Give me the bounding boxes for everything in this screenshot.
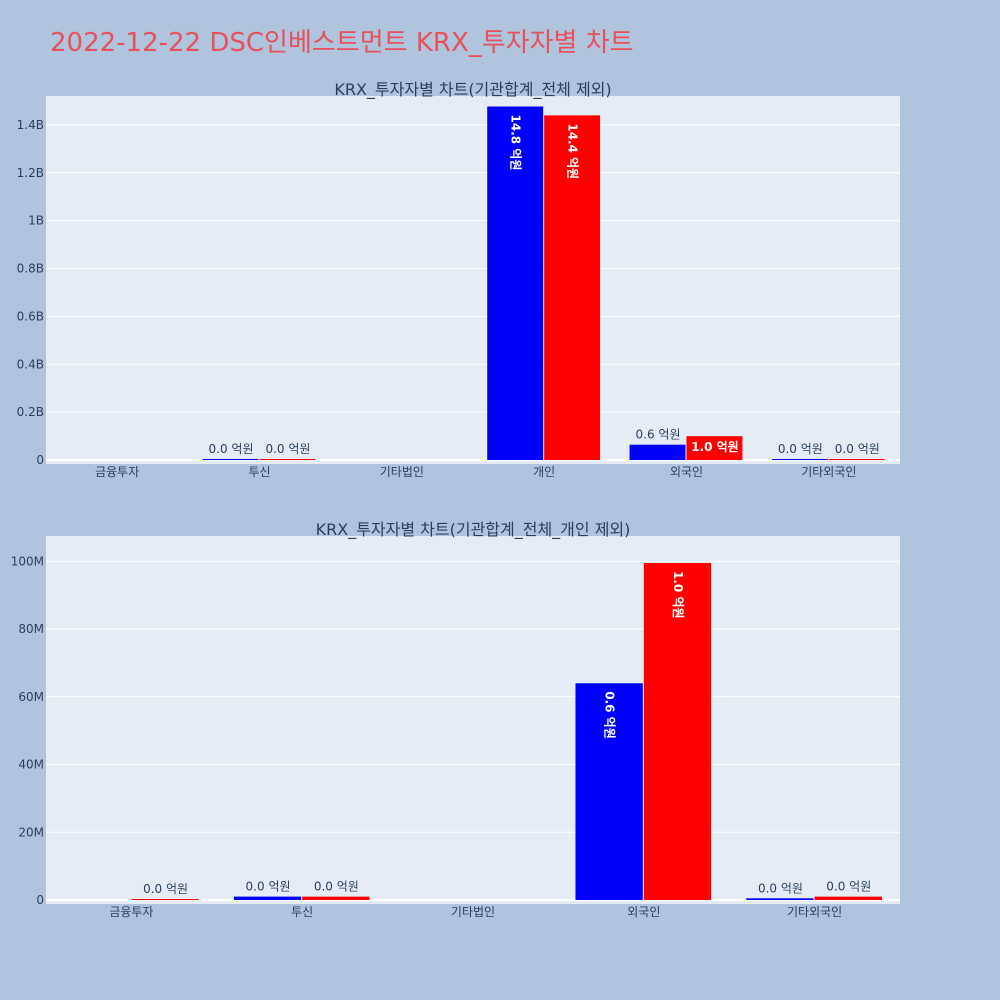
bar [629, 444, 686, 460]
data-label: 0.6 억원 [603, 691, 617, 739]
data-label: 0.0 억원 [778, 442, 823, 456]
plot-area [46, 536, 900, 904]
data-label: 0.0 억원 [246, 880, 291, 894]
bar [814, 896, 882, 900]
y-tick-label: 1.2B [17, 166, 44, 180]
chart-title: KRX_투자자별 차트(기관합계_전체_개인 제외) [316, 520, 631, 540]
bar [686, 436, 743, 460]
x-tick-label: 기타법인 [380, 465, 424, 479]
x-tick-label: 개인 [533, 465, 555, 479]
y-tick-label: 0 [36, 453, 44, 467]
bar [746, 898, 814, 900]
y-tick-label: 0.8B [17, 262, 44, 276]
y-tick-label: 60M [18, 690, 44, 704]
bar [544, 115, 601, 461]
y-tick-label: 0.6B [17, 309, 44, 323]
y-tick-label: 0 [36, 893, 44, 907]
y-tick-label: 40M [18, 758, 44, 772]
y-tick-label: 0.4B [17, 357, 44, 371]
y-tick-label: 20M [18, 825, 44, 839]
y-tick-label: 0.2B [17, 405, 44, 419]
chart-title: KRX_투자자별 차트(기관합계_전체 제외) [334, 80, 611, 100]
data-label: 1.0 억원 [691, 440, 739, 454]
page-title: 2022-12-22 DSC인베스트먼트 KRX_투자자별 차트 [50, 28, 634, 58]
data-label: 0.0 억원 [314, 880, 359, 894]
y-tick-label: 1.4B [17, 118, 44, 132]
plot-area [46, 96, 900, 464]
x-tick-label: 금융투자 [109, 905, 153, 919]
bar [575, 683, 643, 900]
x-tick-label: 기타법인 [451, 905, 495, 919]
y-tick-label: 1B [28, 214, 44, 228]
bar [302, 896, 370, 900]
bar [487, 106, 544, 460]
data-label: 0.0 억원 [209, 442, 254, 456]
y-tick-label: 80M [18, 622, 44, 636]
x-tick-label: 기타외국인 [787, 905, 842, 919]
bar [771, 459, 828, 460]
data-label: 0.0 억원 [835, 442, 880, 456]
x-tick-label: 외국인 [627, 905, 660, 919]
bar [643, 563, 712, 900]
x-tick-label: 외국인 [670, 465, 703, 479]
data-label: 14.8 억원 [509, 115, 523, 171]
x-tick-label: 기타외국인 [801, 465, 856, 479]
bar [233, 896, 302, 900]
data-label: 14.4 억원 [566, 123, 580, 179]
x-tick-label: 투신 [248, 465, 270, 479]
data-label: 0.0 억원 [265, 442, 310, 456]
x-tick-label: 금융투자 [95, 465, 139, 479]
data-label: 0.0 억원 [143, 882, 188, 896]
y-tick-label: 100M [11, 554, 44, 568]
data-label: 0.0 억원 [826, 880, 871, 894]
bar [131, 899, 199, 900]
x-tick-label: 투신 [291, 905, 313, 919]
data-label: 0.6 억원 [636, 428, 681, 442]
data-label: 0.0 억원 [758, 881, 803, 895]
bar [259, 459, 316, 460]
bar [828, 459, 885, 460]
bar [202, 459, 259, 460]
data-label: 1.0 억원 [671, 571, 685, 619]
